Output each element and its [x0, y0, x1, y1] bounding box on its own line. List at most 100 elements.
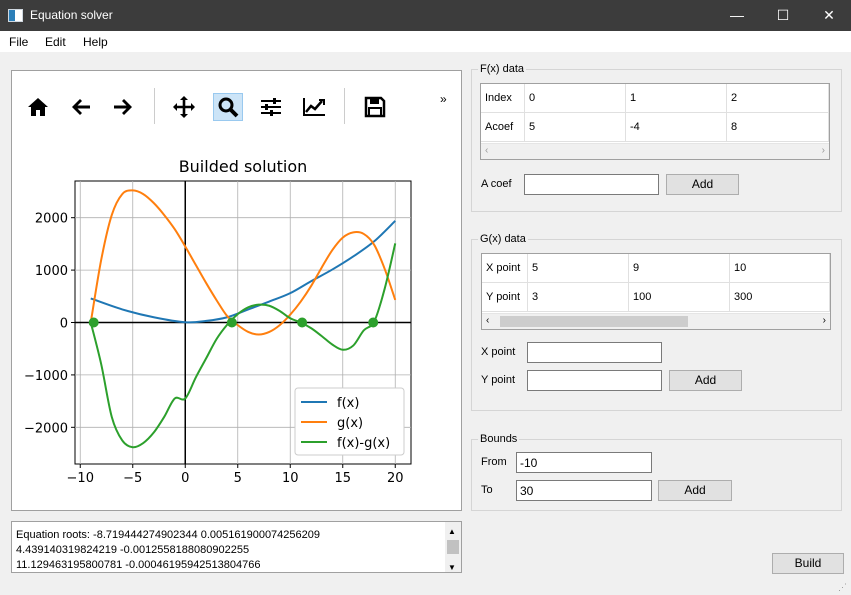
x-point-input[interactable] — [527, 342, 662, 363]
table-cell[interactable]: 0 — [525, 84, 626, 113]
x-tick-label: 5 — [234, 471, 242, 486]
x-tick-label: 20 — [387, 471, 404, 486]
chart-legend: f(x) g(x) f(x)-g(x) — [294, 387, 405, 456]
scroll-thumb[interactable] — [447, 540, 459, 554]
row-header: X point — [482, 254, 528, 283]
x-tick-label: 0 — [181, 471, 189, 486]
fx-group-title: F(x) data — [478, 63, 527, 75]
configure-subplots-icon[interactable] — [256, 93, 286, 121]
table-cell[interactable]: 100 — [629, 283, 730, 312]
table-cell[interactable]: 5 — [525, 113, 626, 142]
minimize-button[interactable]: — — [730, 7, 744, 23]
x-point-label: X point — [481, 346, 516, 358]
add-coef-button[interactable]: Add — [666, 174, 739, 195]
build-button[interactable]: Build — [772, 553, 844, 574]
forward-arrow-icon[interactable] — [108, 93, 138, 121]
toolbar-separator — [344, 88, 345, 124]
scroll-left-icon[interactable]: ‹ — [486, 315, 490, 326]
scroll-down-icon[interactable]: ▼ — [448, 563, 456, 572]
scroll-right-icon[interactable]: › — [821, 145, 825, 156]
x-tick-label: −10 — [67, 471, 94, 486]
y-point-label: Y point — [481, 374, 516, 386]
series-line-gx — [89, 189, 397, 336]
output-line: 11.129463195800781 -0.000461959425138047… — [16, 559, 261, 571]
back-arrow-icon[interactable] — [66, 93, 96, 121]
to-label: To — [481, 484, 493, 496]
output-scrollbar[interactable]: ▲ ▼ — [445, 522, 461, 572]
legend-box — [294, 387, 405, 456]
scroll-right-icon[interactable]: › — [822, 315, 826, 326]
home-icon[interactable] — [23, 93, 53, 121]
table-cell[interactable]: 300 — [730, 283, 830, 312]
bounds-group — [471, 439, 842, 511]
app-icon — [8, 9, 23, 22]
table-cell[interactable]: -4 — [626, 113, 727, 142]
row-header: Y point — [482, 283, 528, 312]
table-cell[interactable]: 8 — [727, 113, 829, 142]
menu-edit[interactable]: Edit — [45, 35, 66, 49]
chart-title: Builded solution — [179, 157, 308, 176]
a-coef-input[interactable] — [524, 174, 659, 195]
x-tick-label: 10 — [282, 471, 299, 486]
root-point — [88, 317, 99, 328]
toolbar-overflow-button[interactable]: » — [440, 92, 447, 106]
series-line-fxgx — [89, 243, 397, 449]
output-line: 4.439140319824219 -0.0012558188080902255 — [16, 544, 250, 556]
y-point-input[interactable] — [527, 370, 662, 391]
y-tick-label: −1000 — [24, 369, 68, 384]
save-icon[interactable] — [360, 93, 390, 121]
toolbar-separator — [154, 88, 155, 124]
maximize-button[interactable]: ☐ — [776, 7, 790, 23]
gx-group-title: G(x) data — [478, 233, 528, 245]
x-tick-label: 15 — [334, 471, 351, 486]
add-bounds-button[interactable]: Add — [658, 480, 732, 501]
close-button[interactable]: ✕ — [823, 7, 835, 23]
legend-entry: g(x) — [337, 416, 363, 431]
a-coef-label: A coef — [481, 178, 512, 190]
table-cell[interactable]: 5 — [528, 254, 629, 283]
fx-table[interactable]: Index 0 1 2 Acoef 5 -4 8 ‹ › — [480, 83, 830, 160]
y-tick-label: 0 — [60, 317, 68, 332]
scroll-thumb[interactable] — [500, 316, 688, 327]
horizontal-scrollbar[interactable]: ‹ › — [481, 143, 829, 159]
output-line: Equation roots: -8.719444274902344 0.005… — [16, 529, 320, 541]
gx-table[interactable]: X point 5 9 10 Y point 3 100 300 ‹ › — [481, 253, 831, 330]
pan-icon[interactable] — [169, 93, 199, 121]
root-point — [368, 317, 379, 328]
root-point — [297, 317, 308, 328]
from-label: From — [481, 456, 507, 468]
menu-file[interactable]: File — [9, 35, 29, 49]
from-input[interactable] — [516, 452, 652, 473]
resize-grip-icon[interactable]: ⋰ — [838, 582, 847, 592]
scroll-up-icon[interactable]: ▲ — [448, 527, 456, 536]
root-point — [226, 317, 237, 328]
horizontal-scrollbar[interactable]: ‹ › — [482, 313, 830, 329]
equation-chart: −10 −5 0 5 10 15 20 −2000 −1000 0 1000 2000 Builded… — [24, 157, 412, 486]
roots-output: Equation roots: -8.719444274902344 0.005… — [11, 521, 462, 573]
menu-bar: File Edit Help — [0, 31, 851, 52]
table-cell[interactable]: 1 — [626, 84, 727, 113]
fx-data-group — [471, 69, 842, 212]
x-tick-label: −5 — [123, 471, 142, 486]
y-tick-label: 2000 — [35, 212, 68, 227]
row-header: Index — [481, 84, 525, 113]
bounds-group-title: Bounds — [478, 433, 520, 445]
add-point-button[interactable]: Add — [669, 370, 742, 391]
table-cell[interactable]: 9 — [629, 254, 730, 283]
to-input[interactable] — [516, 480, 652, 501]
table-cell[interactable]: 10 — [730, 254, 830, 283]
title-bar: Equation solver — ☐ ✕ — [0, 0, 851, 31]
legend-entry: f(x)-g(x) — [337, 436, 390, 451]
y-tick-label: −2000 — [24, 421, 68, 436]
y-tick-label: 1000 — [35, 264, 68, 279]
gx-data-group — [471, 239, 842, 411]
row-header: Acoef — [481, 113, 525, 142]
table-cell[interactable]: 3 — [528, 283, 629, 312]
menu-help[interactable]: Help — [83, 35, 108, 49]
window-title: Equation solver — [30, 8, 113, 22]
scroll-left-icon[interactable]: ‹ — [485, 145, 489, 156]
zoom-icon[interactable] — [213, 93, 243, 121]
edit-axis-icon[interactable] — [299, 93, 329, 121]
legend-entry: f(x) — [337, 396, 359, 411]
table-cell[interactable]: 2 — [727, 84, 829, 113]
